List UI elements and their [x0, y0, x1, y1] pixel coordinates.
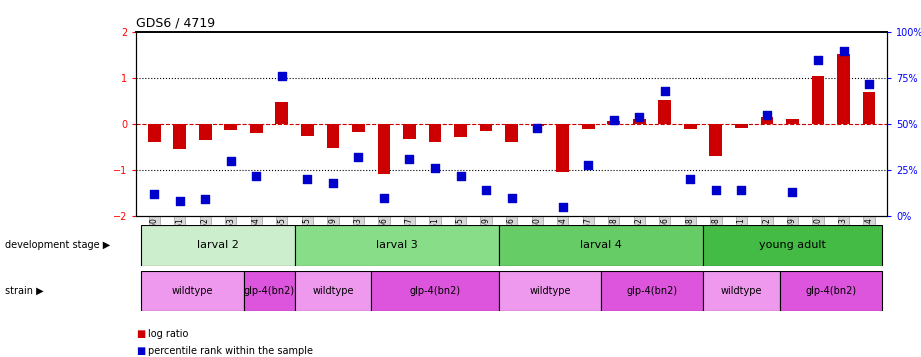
Point: [198, 197, 213, 202]
Bar: [633, 120, 646, 124]
Point: [632, 114, 647, 120]
Text: larval 3: larval 3: [376, 240, 417, 251]
Point: [862, 81, 877, 86]
Point: [479, 187, 494, 193]
Text: ■: ■: [136, 346, 146, 356]
Point: [683, 176, 698, 182]
Bar: [225, 124, 237, 130]
Point: [530, 125, 544, 131]
Text: glp-4(bn2): glp-4(bn2): [243, 286, 295, 296]
Point: [581, 162, 596, 167]
Point: [274, 74, 289, 79]
Bar: [250, 124, 262, 133]
Bar: [530, 124, 543, 126]
Bar: [863, 92, 876, 124]
Bar: [371, 271, 499, 311]
Text: larval 2: larval 2: [197, 240, 239, 251]
Bar: [243, 271, 295, 311]
Bar: [761, 117, 774, 124]
Point: [606, 117, 621, 123]
Point: [658, 88, 672, 94]
Text: wildtype: wildtype: [530, 286, 571, 296]
Text: wildtype: wildtype: [720, 286, 763, 296]
Bar: [499, 271, 601, 311]
Bar: [147, 124, 160, 141]
Bar: [352, 124, 365, 132]
Bar: [659, 100, 671, 124]
Point: [760, 112, 775, 118]
Point: [785, 189, 799, 195]
Bar: [780, 271, 881, 311]
Bar: [142, 225, 295, 266]
Bar: [454, 124, 467, 137]
Text: glp-4(bn2): glp-4(bn2): [626, 286, 678, 296]
Point: [836, 47, 851, 53]
Point: [810, 57, 825, 62]
Point: [249, 173, 263, 178]
Point: [325, 180, 340, 186]
Bar: [199, 124, 212, 140]
Text: strain ▶: strain ▶: [5, 286, 43, 296]
Bar: [703, 225, 881, 266]
Point: [146, 191, 161, 197]
Text: wildtype: wildtype: [171, 286, 214, 296]
Bar: [607, 121, 620, 124]
Bar: [811, 76, 824, 124]
Bar: [735, 124, 748, 128]
Point: [427, 165, 442, 171]
Bar: [837, 54, 850, 124]
Point: [453, 173, 468, 178]
Text: glp-4(bn2): glp-4(bn2): [805, 286, 857, 296]
Bar: [506, 124, 518, 142]
Bar: [295, 271, 371, 311]
Bar: [428, 124, 441, 142]
Bar: [787, 119, 799, 124]
Point: [172, 198, 187, 204]
Text: wildtype: wildtype: [312, 286, 354, 296]
Text: young adult: young adult: [759, 240, 826, 251]
Point: [351, 154, 366, 160]
Point: [224, 158, 239, 164]
Text: log ratio: log ratio: [148, 329, 189, 339]
Text: glp-4(bn2): glp-4(bn2): [410, 286, 460, 296]
Text: larval 4: larval 4: [580, 240, 622, 251]
Bar: [601, 271, 703, 311]
Point: [402, 156, 417, 162]
Bar: [582, 124, 595, 129]
Bar: [709, 124, 722, 156]
Point: [708, 187, 723, 193]
Bar: [499, 225, 703, 266]
Bar: [378, 124, 391, 174]
Bar: [703, 271, 780, 311]
Bar: [480, 124, 493, 131]
Bar: [684, 124, 696, 129]
Point: [300, 176, 315, 182]
Point: [505, 195, 519, 201]
Text: development stage ▶: development stage ▶: [5, 240, 110, 251]
Point: [555, 204, 570, 210]
Bar: [403, 124, 416, 139]
Bar: [173, 124, 186, 149]
Text: ■: ■: [136, 329, 146, 339]
Point: [734, 187, 749, 193]
Bar: [142, 271, 243, 311]
Bar: [556, 124, 569, 172]
Point: [377, 195, 391, 201]
Bar: [327, 124, 339, 148]
Text: GDS6 / 4719: GDS6 / 4719: [136, 16, 216, 30]
Bar: [275, 102, 288, 124]
Bar: [295, 225, 499, 266]
Bar: [301, 124, 314, 136]
Text: percentile rank within the sample: percentile rank within the sample: [148, 346, 313, 356]
